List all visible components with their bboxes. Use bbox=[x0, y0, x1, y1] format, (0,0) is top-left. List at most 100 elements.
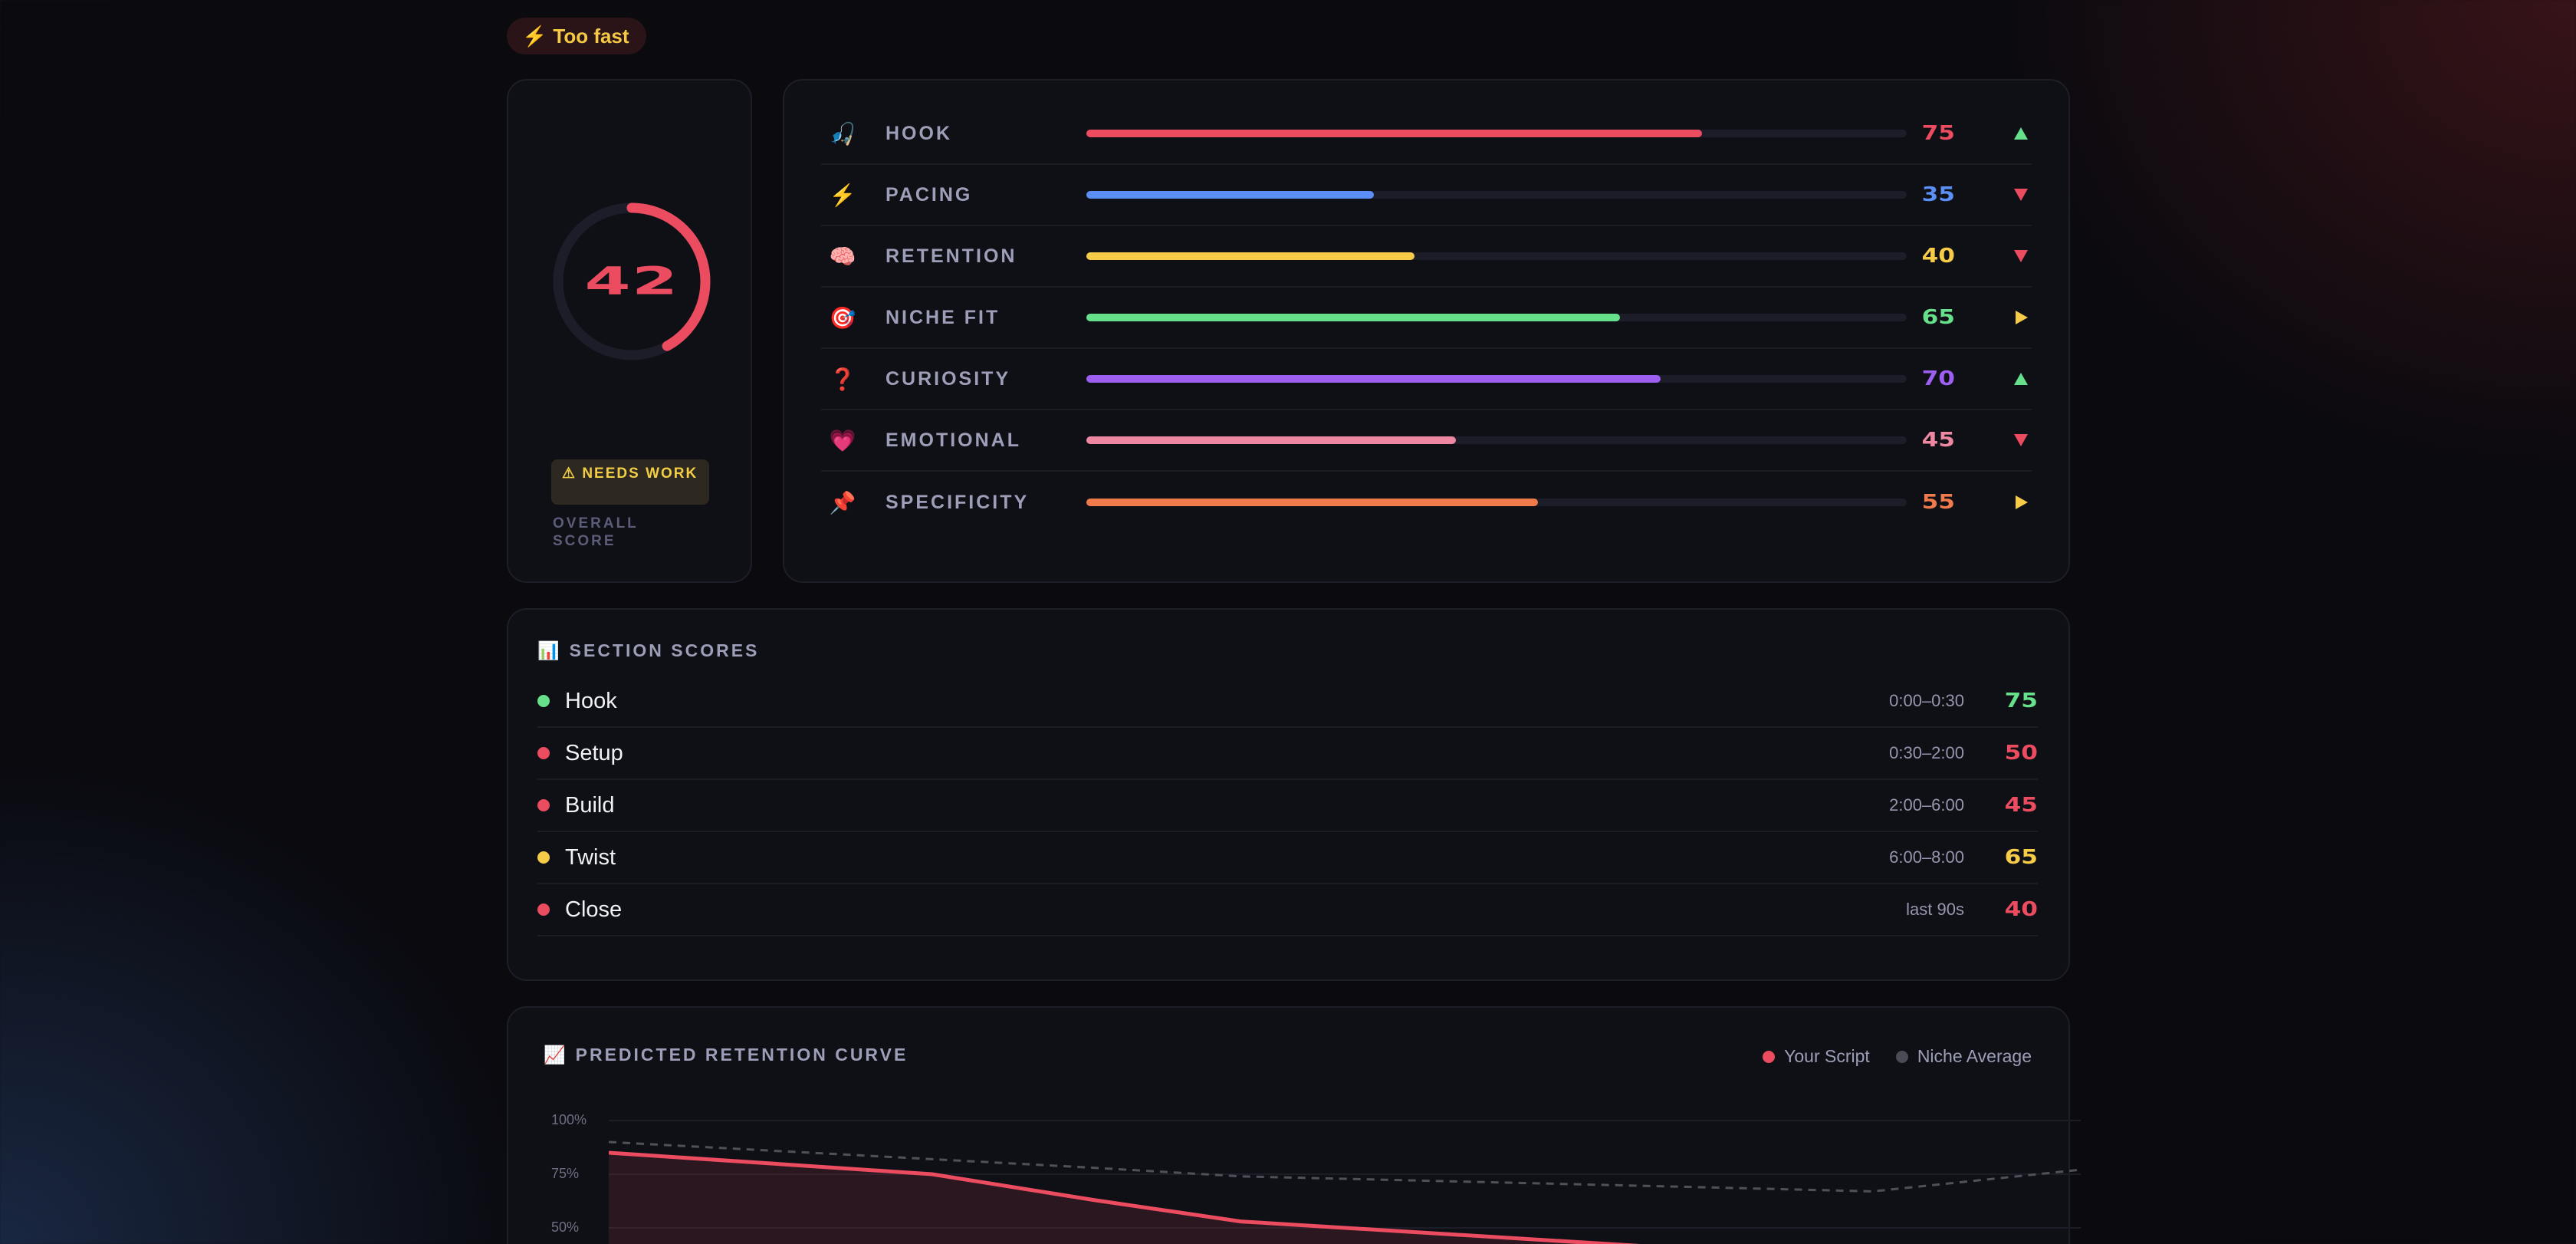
metric-label: PACING bbox=[886, 183, 973, 206]
legend-niche-average: Niche Average bbox=[1895, 1046, 2032, 1067]
trend-chart-icon: 📈 bbox=[544, 1045, 568, 1065]
metric-bar-fill bbox=[1086, 130, 1702, 137]
metric-label: NICHE FIT bbox=[886, 306, 1001, 328]
metric-row-curiosity: ❓ CURIOSITY 70 bbox=[821, 349, 2032, 410]
metric-row-niche-fit: 🎯 NICHE FIT 65 bbox=[821, 288, 2032, 349]
metric-bar-fill bbox=[1086, 499, 1538, 506]
retention-chart-title: 📈 PREDICTED RETENTION CURVE bbox=[544, 1045, 908, 1065]
section-time-range: 0:30–2:00 bbox=[1889, 743, 1964, 762]
metric-icon: 📌 bbox=[829, 490, 856, 515]
metric-bar-track bbox=[1086, 130, 1907, 137]
section-score: 50 bbox=[2004, 742, 2038, 765]
metric-value: 70 bbox=[1921, 367, 1955, 390]
status-dot bbox=[537, 695, 550, 707]
metric-icon: ❓ bbox=[829, 367, 856, 391]
pacing-status-label: Too fast bbox=[553, 25, 629, 48]
metric-row-specificity: 📌 SPECIFICITY 55 bbox=[821, 472, 2032, 533]
metric-label: CURIOSITY bbox=[886, 367, 1011, 390]
metric-value: 65 bbox=[1921, 306, 1955, 329]
section-time-range: 0:00–0:30 bbox=[1889, 691, 1964, 710]
lightning-icon: ⚡ bbox=[522, 25, 547, 48]
section-time-range: 2:00–6:00 bbox=[1889, 795, 1964, 815]
metric-bar-fill bbox=[1086, 252, 1414, 260]
section-row-close: Close last 90s 40 bbox=[537, 884, 2038, 936]
section-row-twist: Twist 6:00–8:00 65 bbox=[537, 832, 2038, 884]
niche-average-line bbox=[609, 1140, 2079, 1193]
section-time-range: last 90s bbox=[1906, 900, 1964, 919]
section-score: 75 bbox=[2004, 689, 2038, 713]
section-name: Close bbox=[565, 897, 623, 922]
metric-bar-fill bbox=[1086, 436, 1456, 444]
section-row-setup: Setup 0:30–2:00 50 bbox=[537, 728, 2038, 780]
status-dot bbox=[537, 747, 550, 759]
legend-dot-niche-average bbox=[1895, 1050, 1908, 1063]
metric-value: 75 bbox=[1921, 122, 1955, 145]
y-tick-50: 50% bbox=[551, 1219, 580, 1235]
metric-icon: 🎣 bbox=[829, 121, 856, 146]
overall-score-card: 42 ⚠ NEEDS WORK OVERALL SCORE bbox=[507, 79, 752, 583]
metric-row-retention: 🧠 RETENTION 40 bbox=[821, 226, 2032, 288]
trend-down-icon bbox=[2014, 250, 2028, 262]
trend-up-icon bbox=[2014, 373, 2028, 385]
section-name: Build bbox=[565, 792, 615, 818]
metric-bar-track bbox=[1086, 252, 1907, 260]
metric-icon: 💗 bbox=[829, 428, 856, 453]
metric-icon: 🎯 bbox=[829, 305, 856, 330]
trend-flat-icon bbox=[2016, 311, 2028, 324]
overall-score-label: OVERALL SCORE bbox=[553, 515, 639, 549]
y-tick-75: 75% bbox=[551, 1166, 580, 1181]
your-script-line bbox=[609, 1150, 1641, 1244]
bar-chart-icon: 📊 bbox=[537, 640, 562, 660]
section-row-build: Build 2:00–6:00 45 bbox=[537, 780, 2038, 832]
metric-value: 35 bbox=[1921, 183, 1955, 206]
trend-flat-icon bbox=[2016, 495, 2028, 509]
metric-value: 40 bbox=[1921, 245, 1955, 268]
metric-bar-fill bbox=[1086, 314, 1620, 321]
pacing-status-badge: ⚡ Too fast bbox=[507, 18, 646, 54]
overall-score-value: 42 bbox=[584, 259, 679, 304]
section-scores-title: 📊 SECTION SCORES bbox=[537, 637, 2038, 663]
metrics-card: 🎣 HOOK 75 ⚡ PACING 35 🧠 RETENTION 40 🎯 NICHE FIT 65… bbox=[783, 79, 2070, 583]
metric-label: SPECIFICITY bbox=[886, 491, 1030, 513]
status-dot bbox=[537, 903, 550, 916]
retention-chart-card: 📈 PREDICTED RETENTION CURVE Your Script … bbox=[507, 1006, 2081, 1244]
metric-bar-track bbox=[1086, 499, 1907, 506]
legend-label: Niche Average bbox=[1917, 1046, 2032, 1066]
metric-icon: ⚡ bbox=[829, 183, 856, 207]
score-ring-icon bbox=[553, 202, 711, 360]
warning-icon: ⚠ bbox=[562, 466, 577, 482]
metric-value: 55 bbox=[1921, 491, 1955, 514]
section-name: Setup bbox=[565, 740, 623, 765]
metric-bar-fill bbox=[1086, 191, 1374, 199]
metric-label: RETENTION bbox=[886, 245, 1017, 267]
section-score: 65 bbox=[2004, 846, 2038, 869]
metric-bar-track bbox=[1086, 314, 1907, 321]
section-list: Hook 0:00–0:30 75 Setup 0:30–2:00 50 Build 2:00… bbox=[537, 676, 2038, 936]
section-time-range: 6:00–8:00 bbox=[1889, 847, 1964, 867]
retention-chart-heading: PREDICTED RETENTION CURVE bbox=[575, 1045, 909, 1065]
metric-bar-track bbox=[1086, 436, 1907, 444]
verdict-label: NEEDS WORK bbox=[582, 466, 698, 482]
metric-row-pacing: ⚡ PACING 35 bbox=[821, 165, 2032, 226]
chart-legend: Your Script Niche Average bbox=[1763, 1046, 2032, 1067]
section-name: Twist bbox=[565, 844, 616, 870]
metric-bar-fill bbox=[1086, 375, 1661, 383]
legend-dot-your-script bbox=[1763, 1050, 1776, 1063]
metric-row-hook: 🎣 HOOK 75 bbox=[821, 104, 2032, 165]
section-scores-card: 📊 SECTION SCORES Hook 0:00–0:30 75 Setup 0:3… bbox=[507, 608, 2070, 981]
metric-row-emotional: 💗 EMOTIONAL 45 bbox=[821, 410, 2032, 472]
legend-your-script: Your Script bbox=[1763, 1046, 1870, 1067]
section-name: Hook bbox=[565, 688, 617, 713]
status-dot bbox=[537, 851, 550, 864]
metric-bar-track bbox=[1086, 191, 1907, 199]
trend-up-icon bbox=[2014, 127, 2028, 140]
status-dot bbox=[537, 799, 550, 811]
legend-label: Your Script bbox=[1784, 1046, 1870, 1066]
retention-line-chart bbox=[609, 1120, 2081, 1244]
trend-down-icon bbox=[2014, 434, 2028, 446]
metric-value: 45 bbox=[1921, 429, 1955, 452]
metric-label: EMOTIONAL bbox=[886, 429, 1021, 451]
trend-down-icon bbox=[2014, 189, 2028, 201]
metric-list: 🎣 HOOK 75 ⚡ PACING 35 🧠 RETENTION 40 🎯 NICHE FIT 65… bbox=[821, 104, 2032, 533]
section-scores-heading: SECTION SCORES bbox=[569, 640, 760, 660]
